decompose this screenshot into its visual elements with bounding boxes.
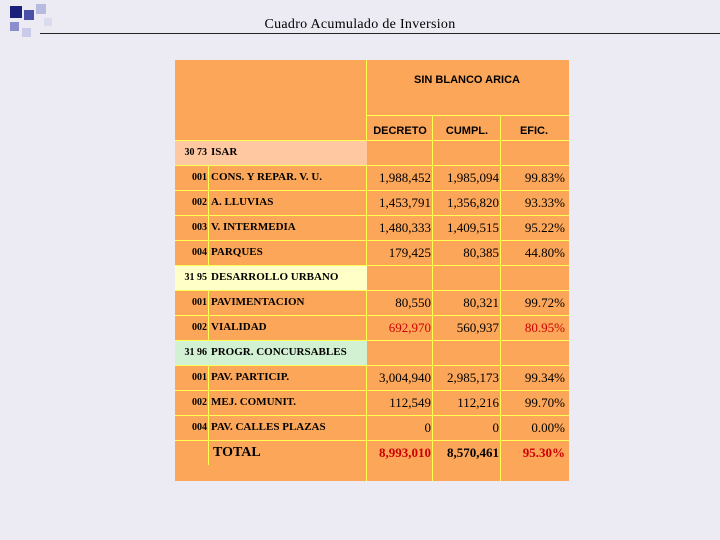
decreto-value: 3,004,940 — [379, 370, 431, 385]
grid-line — [208, 315, 209, 340]
section-name: DESARROLLO URBANO — [211, 271, 339, 283]
grid-line — [175, 415, 569, 416]
efic-value: 44.80% — [524, 245, 565, 260]
grid-line — [175, 440, 569, 441]
decreto-value: 80,550 — [395, 295, 431, 310]
row-code: 001 — [192, 372, 207, 383]
row-code: 004 — [192, 247, 207, 258]
cumpl-value: 112,216 — [457, 395, 499, 410]
section-band — [175, 140, 367, 165]
column-header-decreto: DECRETO — [373, 125, 427, 137]
row-name: PAVIMENTACION — [211, 296, 305, 308]
region-header: SIN BLANCO ARICA — [414, 74, 520, 86]
row-name: PARQUES — [211, 246, 263, 258]
decreto-value: 1,453,791 — [379, 195, 431, 210]
grid-line — [175, 190, 569, 191]
title-divider — [40, 33, 720, 34]
column-header-efic: EFIC. — [519, 125, 549, 137]
total-cumpl: 8,570,461 — [447, 445, 499, 460]
section-band — [175, 340, 367, 365]
grid-line — [208, 190, 209, 215]
grid-line — [208, 440, 209, 465]
row-name: A. LLUVIAS — [211, 196, 274, 208]
decreto-value: 1,988,452 — [379, 170, 431, 185]
efic-value: 99.72% — [524, 295, 565, 310]
total-decreto: 8,993,010 — [379, 445, 431, 460]
grid-line — [175, 365, 569, 366]
efic-value: 99.70% — [524, 395, 565, 410]
section-code: 31 96 — [184, 347, 208, 358]
efic-value: 99.34% — [524, 370, 565, 385]
decreto-value: 179,425 — [388, 245, 431, 260]
decreto-value: 692,970 — [388, 320, 431, 335]
decreto-value: 112,549 — [389, 395, 431, 410]
efic-value: 0.00% — [531, 420, 565, 435]
cumpl-value: 1,356,820 — [447, 195, 499, 210]
section-name: PROGR. CONCURSABLES — [211, 346, 347, 358]
cumpl-value: 1,409,515 — [447, 220, 499, 235]
section-code: 30 73 — [184, 147, 208, 158]
efic-value: 99.83% — [524, 170, 565, 185]
corner-decoration — [0, 0, 70, 50]
grid-line — [175, 140, 569, 141]
row-code: 002 — [192, 397, 207, 408]
grid-line — [432, 115, 433, 481]
row-name: PAV. PARTICIP. — [211, 371, 290, 383]
row-name: VIALIDAD — [211, 321, 267, 333]
row-code: 002 — [192, 322, 207, 333]
grid-line — [175, 290, 569, 291]
grid-line — [208, 415, 209, 440]
cumpl-value: 0 — [492, 420, 500, 435]
grid-line — [208, 390, 209, 415]
cumpl-value: 2,985,173 — [447, 370, 499, 385]
grid-line — [366, 115, 569, 116]
row-name: PAV. CALLES PLAZAS — [211, 421, 326, 433]
row-code: 003 — [192, 222, 207, 233]
section-code: 31 95 — [184, 272, 208, 283]
cumpl-value: 1,985,094 — [447, 170, 499, 185]
grid-line — [208, 165, 209, 190]
row-code: 001 — [192, 297, 207, 308]
grid-line — [175, 265, 569, 266]
grid-line — [175, 390, 569, 391]
cumpl-value: 80,321 — [463, 295, 499, 310]
grid-line — [208, 215, 209, 240]
grid-line — [208, 240, 209, 265]
cumpl-value: 560,937 — [456, 320, 499, 335]
grid-line — [208, 290, 209, 315]
total-efic: 95.30% — [522, 445, 565, 460]
grid-line — [175, 240, 569, 241]
grid-line — [175, 215, 569, 216]
investment-table: SIN BLANCO ARICA DECRETO CUMPL. EFIC. 30… — [175, 60, 569, 481]
row-code: 001 — [192, 172, 207, 183]
section-band — [175, 265, 367, 290]
efic-value: 95.22% — [524, 220, 565, 235]
total-label: TOTAL — [213, 445, 261, 460]
row-name: V. INTERMEDIA — [211, 221, 296, 233]
decreto-value: 0 — [424, 420, 432, 435]
cumpl-value: 80,385 — [463, 245, 499, 260]
efic-value: 93.33% — [524, 195, 565, 210]
row-code: 004 — [192, 422, 207, 433]
row-name: CONS. Y REPAR. V. U. — [211, 171, 323, 183]
row-name: MEJ. COMUNIT. — [211, 396, 297, 408]
section-name: ISAR — [211, 146, 238, 158]
grid-line — [208, 365, 209, 390]
grid-line — [175, 340, 569, 341]
grid-line — [175, 165, 569, 166]
row-code: 002 — [192, 197, 207, 208]
efic-value: 80.95% — [524, 320, 565, 335]
decreto-value: 1,480,333 — [379, 220, 431, 235]
page-title: Cuadro Acumulado de Inversion — [264, 17, 456, 32]
grid-line — [175, 315, 569, 316]
column-header-cumpl: CUMPL. — [445, 125, 489, 137]
grid-line — [500, 115, 501, 481]
